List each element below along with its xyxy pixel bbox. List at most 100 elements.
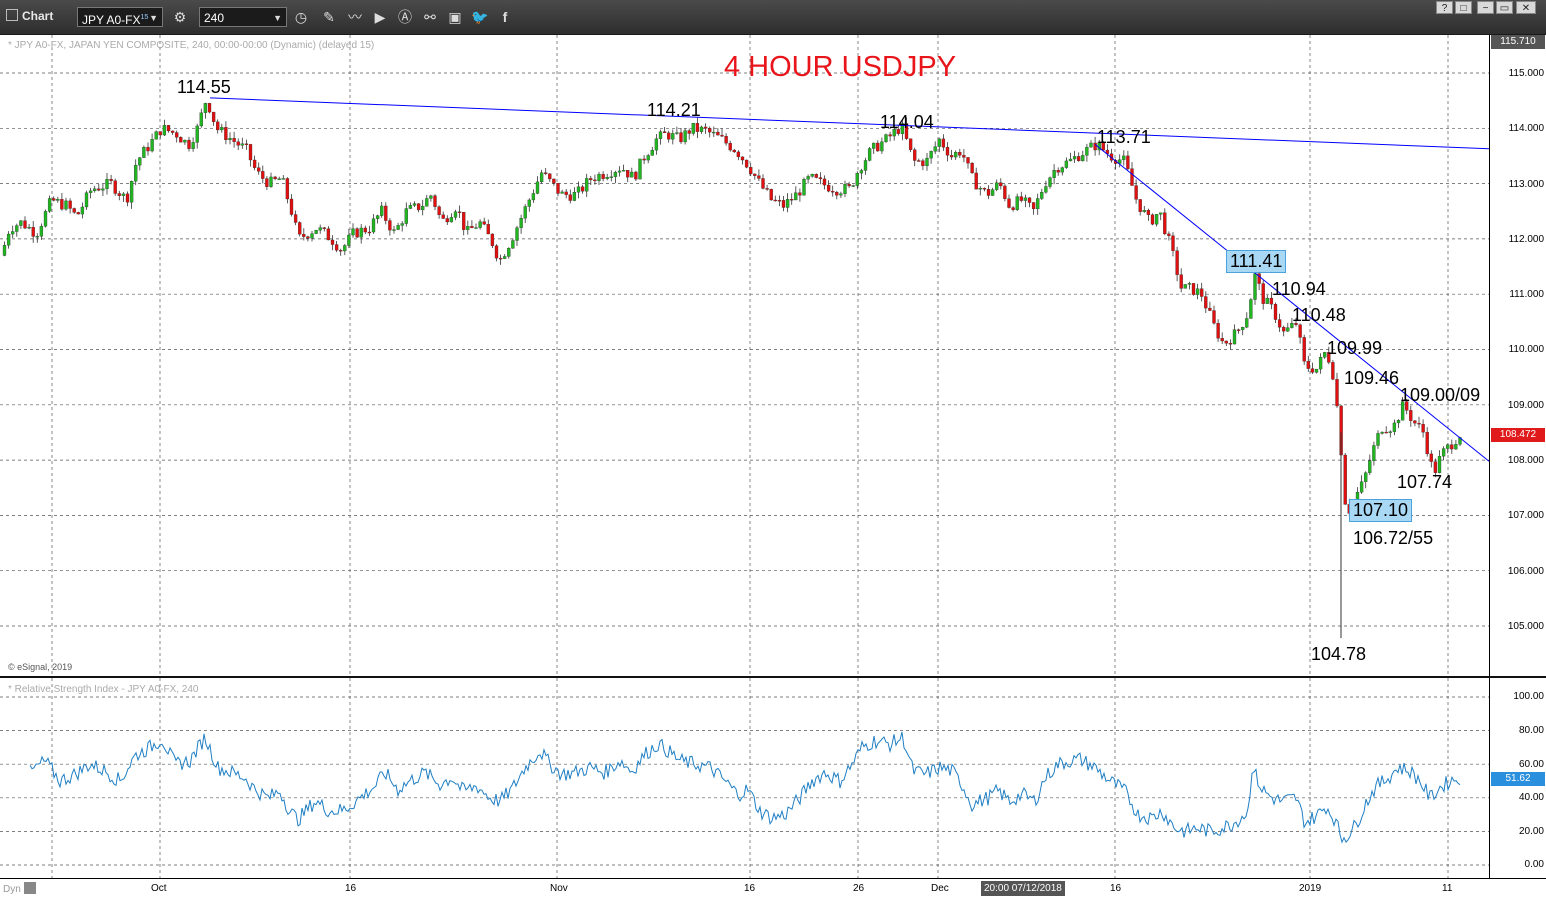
- candle-down: [556, 182, 560, 194]
- candle-down: [724, 136, 728, 144]
- play-icon[interactable]: ▶: [374, 9, 386, 25]
- candle-up: [794, 192, 798, 201]
- candle-down: [1027, 197, 1032, 203]
- rsi-axis-tick: 80.00: [1518, 725, 1544, 736]
- panel-divider[interactable]: [0, 676, 1546, 678]
- rsi-axis-tick: 0.00: [1524, 859, 1544, 870]
- candle-down: [999, 182, 1003, 187]
- candle-down: [462, 212, 466, 230]
- watermark: © eSignal, 2019: [8, 662, 73, 672]
- dyn-toggle[interactable]: Dyn: [3, 882, 36, 895]
- line-icon[interactable]: 〰: [348, 9, 362, 25]
- candle-down: [1011, 207, 1015, 210]
- candle-down: [1405, 401, 1409, 411]
- symbol-input[interactable]: JPY A0-FX15 ▼: [77, 7, 163, 27]
- time-axis-label: Dec: [931, 883, 949, 894]
- candle-down: [330, 239, 335, 245]
- candle-down: [921, 160, 925, 167]
- candle-up: [35, 236, 39, 238]
- candle-down: [703, 126, 708, 129]
- candle-up: [195, 125, 199, 143]
- candle-up: [134, 164, 138, 182]
- candle-up: [425, 198, 429, 207]
- rsi-panel[interactable]: * Relative Strength Index - JPY A0-FX, 2…: [0, 678, 1489, 878]
- price-axis[interactable]: 115.710 115.000 114.000 113.000 112.000 …: [1489, 35, 1546, 676]
- rsi-chart[interactable]: [0, 678, 1489, 878]
- dyn-icon[interactable]: [23, 882, 36, 894]
- candle-up: [347, 234, 351, 246]
- alert-icon[interactable]: Ⓐ: [398, 9, 412, 25]
- help-button[interactable]: ?: [1436, 1, 1453, 14]
- candle-up: [630, 171, 634, 178]
- candle-down: [416, 203, 421, 211]
- candle-down: [1126, 155, 1130, 169]
- candle-up: [154, 131, 158, 140]
- candle-up: [310, 233, 314, 239]
- candle-up: [121, 193, 126, 196]
- candle-down: [1150, 214, 1155, 225]
- price-panel[interactable]: * JPY A0-FX, JAPAN YEN COMPOSITE, 240, 0…: [0, 35, 1490, 676]
- maximize-button[interactable]: ▭: [1496, 1, 1513, 14]
- price-chart[interactable]: [0, 35, 1490, 676]
- candle-down: [302, 233, 306, 237]
- candle-down: [125, 193, 130, 203]
- interval-input[interactable]: 240 ▼: [199, 7, 287, 27]
- candle-down: [170, 130, 175, 133]
- annotation-label: 110.48: [1292, 305, 1346, 325]
- candle-down: [326, 228, 331, 241]
- close-button[interactable]: ✕: [1516, 1, 1536, 14]
- candle-up: [872, 142, 876, 149]
- candle-up: [421, 206, 425, 211]
- annotation-label: 110.94: [1272, 279, 1326, 299]
- settings-icon[interactable]: ⚙: [173, 9, 187, 25]
- candle-up: [867, 148, 872, 161]
- candle-up: [269, 176, 273, 187]
- candle-down: [1179, 274, 1183, 289]
- candle-up: [1400, 401, 1405, 421]
- time-icon[interactable]: ◷: [294, 9, 308, 25]
- candle-down: [1269, 297, 1274, 305]
- chevron-down-icon[interactable]: ▼: [273, 13, 282, 23]
- rsi-axis[interactable]: 100.00 80.00 60.00 40.00 20.00 0.00 51.6…: [1489, 678, 1546, 878]
- candle-down: [166, 125, 171, 132]
- candle-down: [52, 198, 56, 201]
- candle-down: [437, 206, 441, 215]
- message-icon[interactable]: ▣: [448, 9, 462, 25]
- chevron-down-icon[interactable]: ▼: [149, 13, 158, 23]
- candle-up: [1068, 158, 1073, 162]
- interval-value: 240: [204, 11, 225, 25]
- candle-up: [39, 226, 44, 237]
- link-icon[interactable]: ⚯: [424, 9, 436, 25]
- minimize-button[interactable]: −: [1477, 1, 1494, 14]
- candle-up: [408, 205, 413, 209]
- candle-down: [293, 214, 298, 223]
- rsi-axis-tick: 40.00: [1518, 792, 1544, 803]
- candle-up: [412, 203, 417, 206]
- price-axis-tick: 114.000: [1508, 123, 1544, 134]
- candle-up: [281, 178, 285, 180]
- restore-small-button[interactable]: □: [1455, 1, 1472, 14]
- time-axis[interactable]: Dyn Oct 16 Nov 16 26 Dec 16 2019 11 20:0…: [0, 878, 1546, 902]
- candle-up: [658, 131, 663, 139]
- pencil-icon[interactable]: ✎: [323, 9, 335, 25]
- candle-down: [589, 178, 593, 181]
- candle-down: [1417, 422, 1421, 425]
- candle-up: [359, 227, 363, 238]
- facebook-icon[interactable]: f: [502, 9, 508, 25]
- candle-up: [929, 151, 933, 159]
- candle-up: [785, 199, 790, 208]
- candle-down: [642, 158, 646, 161]
- twitter-icon[interactable]: 🐦: [471, 9, 489, 25]
- candle-up: [162, 125, 167, 136]
- candle-down: [1335, 379, 1339, 407]
- candle-down: [1257, 273, 1261, 284]
- price-study-info: * JPY A0-FX, JAPAN YEN COMPOSITE, 240, 0…: [8, 40, 375, 51]
- candle-down: [457, 211, 462, 213]
- candle-down: [564, 191, 568, 195]
- candle-up: [318, 227, 322, 231]
- candle-down: [494, 245, 499, 259]
- candle-down: [847, 184, 851, 187]
- candle-up: [240, 143, 244, 146]
- candle-up: [978, 188, 982, 190]
- candle-up: [1072, 156, 1077, 160]
